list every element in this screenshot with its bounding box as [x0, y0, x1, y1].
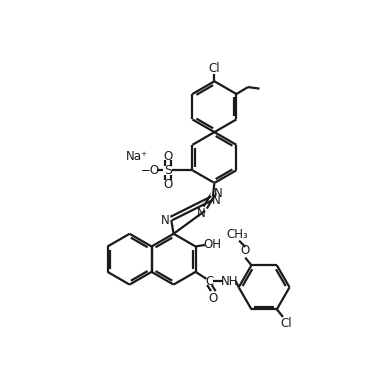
Text: S: S: [164, 164, 172, 177]
Text: CH₃: CH₃: [227, 228, 249, 241]
Text: Cl: Cl: [208, 62, 220, 75]
Text: N: N: [197, 207, 206, 220]
Text: O: O: [163, 150, 172, 163]
Text: O: O: [209, 292, 218, 305]
Text: O: O: [241, 244, 250, 257]
Text: Cl: Cl: [280, 317, 292, 331]
Text: −O: −O: [141, 164, 160, 177]
Text: C: C: [205, 274, 214, 288]
Text: OH: OH: [204, 238, 222, 251]
Text: Na⁺: Na⁺: [126, 150, 148, 163]
Text: O: O: [163, 177, 172, 191]
Text: NH: NH: [221, 274, 238, 288]
Text: N: N: [212, 194, 221, 207]
Text: N: N: [161, 214, 169, 227]
Text: N: N: [214, 187, 223, 200]
